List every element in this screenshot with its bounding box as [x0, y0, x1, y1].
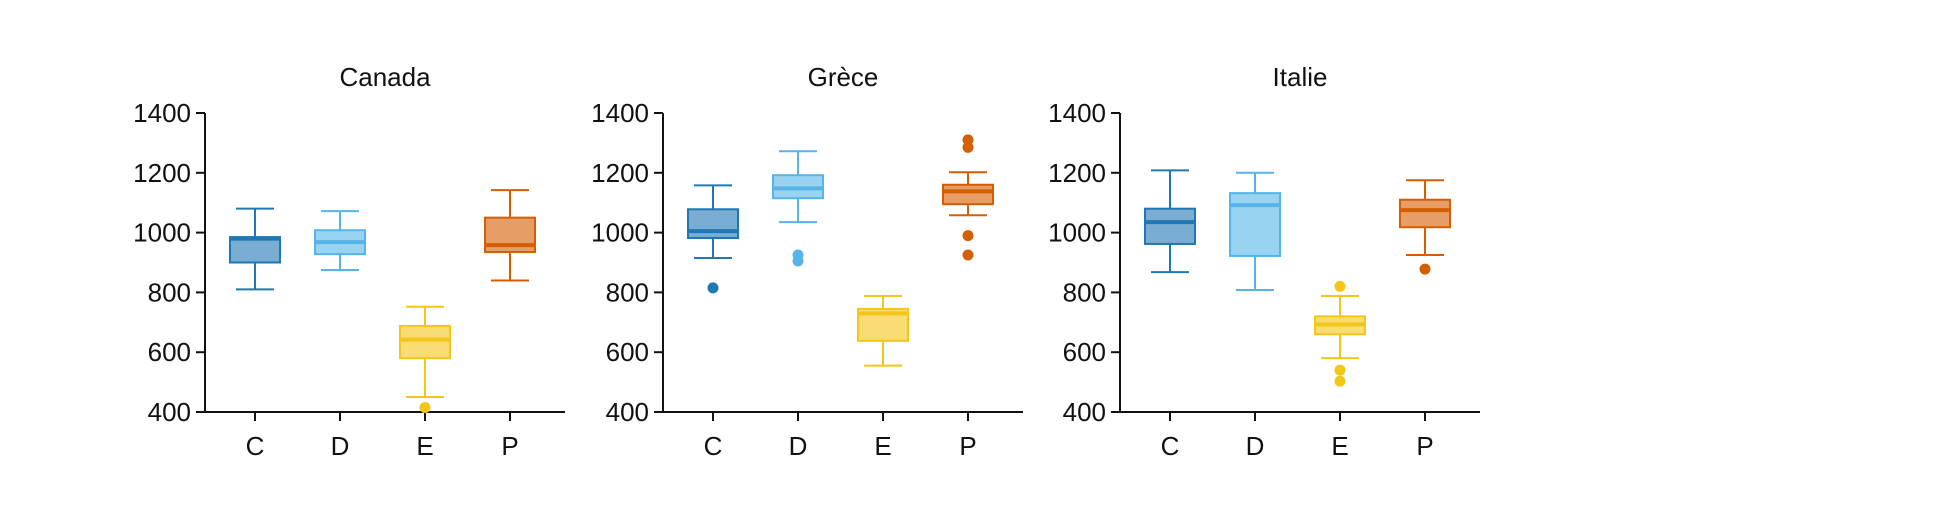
box-E: E	[399, 305, 451, 461]
x-tick-label: D	[331, 431, 350, 461]
panel-1: Grèce 400 600 800 1000 1200 1400 C D E P	[591, 62, 1023, 461]
x-tick-label: C	[704, 431, 723, 461]
outlier-point	[419, 402, 431, 414]
x-tick-label: E	[1331, 431, 1348, 461]
panel-0: Canada 400 600 800 1000 1200 1400 C D E P	[133, 62, 565, 461]
y-tick-label: 600	[606, 337, 649, 367]
x-tick-label: C	[246, 431, 265, 461]
outlier-point	[1334, 280, 1346, 292]
panel-title: Grèce	[808, 62, 879, 92]
iqr-box	[687, 208, 739, 239]
iqr-box	[1399, 198, 1451, 229]
iqr-box	[942, 183, 994, 206]
box-P: P	[942, 134, 994, 461]
x-tick-label: D	[1246, 431, 1265, 461]
y-tick-label: 600	[148, 337, 191, 367]
x-tick-label: E	[416, 431, 433, 461]
y-tick-label: 800	[1063, 277, 1106, 307]
iqr-box	[1229, 192, 1281, 257]
outlier-point	[707, 282, 719, 294]
outlier-point	[792, 249, 804, 261]
box-C: C	[229, 207, 281, 461]
x-tick-label: D	[789, 431, 808, 461]
x-tick-label: P	[1416, 431, 1433, 461]
y-tick-label: 400	[148, 397, 191, 427]
y-tick-label: 1400	[133, 98, 191, 128]
box-D: D	[772, 150, 824, 461]
outlier-point	[1334, 364, 1346, 376]
box-P: P	[484, 189, 536, 461]
box-E: E	[1314, 280, 1366, 461]
y-tick-label: 800	[148, 277, 191, 307]
outlier-point	[1334, 375, 1346, 387]
y-tick-label: 400	[1063, 397, 1106, 427]
panel-title: Canada	[339, 62, 431, 92]
outlier-point	[962, 141, 974, 153]
outlier-point	[962, 230, 974, 242]
y-tick-label: 1000	[1048, 218, 1106, 248]
y-tick-label: 1200	[591, 158, 649, 188]
box-E: E	[857, 294, 909, 461]
outlier-point	[962, 249, 974, 261]
box-C: C	[687, 184, 739, 461]
box-D: D	[1229, 171, 1281, 461]
x-tick-label: P	[959, 431, 976, 461]
x-tick-label: C	[1161, 431, 1180, 461]
y-tick-label: 1400	[591, 98, 649, 128]
x-tick-label: E	[874, 431, 891, 461]
box-P: P	[1399, 179, 1451, 461]
y-tick-label: 400	[606, 397, 649, 427]
y-tick-label: 1200	[1048, 158, 1106, 188]
y-tick-label: 1000	[591, 218, 649, 248]
iqr-box	[229, 236, 281, 264]
iqr-box	[399, 324, 451, 360]
box-D: D	[314, 210, 366, 461]
y-tick-label: 1400	[1048, 98, 1106, 128]
panel-title: Italie	[1273, 62, 1328, 92]
outlier-point	[1419, 263, 1431, 275]
y-tick-label: 1200	[133, 158, 191, 188]
y-tick-label: 800	[606, 277, 649, 307]
y-tick-label: 1000	[133, 218, 191, 248]
x-tick-label: P	[501, 431, 518, 461]
iqr-box	[1144, 207, 1196, 245]
y-tick-label: 600	[1063, 337, 1106, 367]
panel-2: Italie 400 600 800 1000 1200 1400 C D E P	[1048, 62, 1480, 461]
box-C: C	[1144, 169, 1196, 461]
